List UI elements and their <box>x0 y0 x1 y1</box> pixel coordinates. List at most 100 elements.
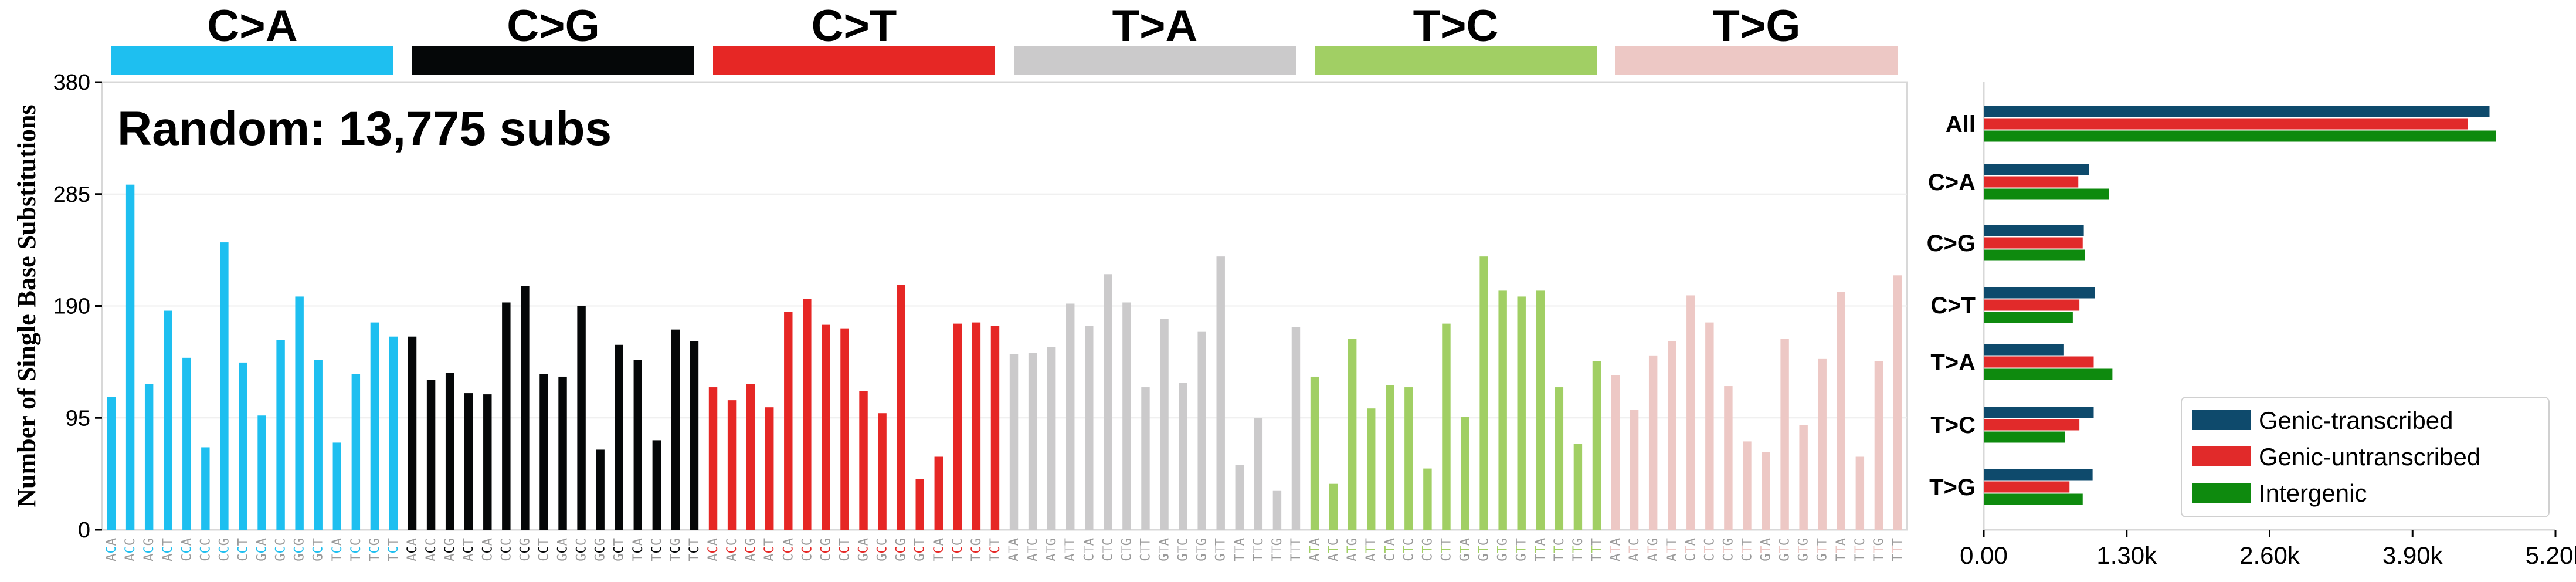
context-letter: T <box>1815 546 1830 553</box>
mutation-class-label: T>G <box>1713 1 1801 51</box>
strand-bar <box>1984 176 2079 188</box>
context-letter: C <box>424 546 439 553</box>
context-letter: C <box>951 546 965 553</box>
strand-bar <box>1984 312 2073 323</box>
data-bar <box>1874 361 1883 530</box>
context-letter: C <box>104 546 119 553</box>
context-label: TTT <box>1590 538 1604 561</box>
context-letter: T <box>1778 546 1793 553</box>
context-label: CCG <box>819 538 833 561</box>
context-letter: A <box>1627 554 1642 561</box>
context-letter: C <box>499 554 514 561</box>
y-tick-label: 190 <box>53 295 90 319</box>
context-letter: T <box>951 554 965 561</box>
context-letter: T <box>1740 538 1754 546</box>
context-letter: T <box>1815 538 1830 546</box>
context-letter: A <box>1533 538 1548 546</box>
y-tick-label: 380 <box>53 70 90 95</box>
data-bar <box>897 285 905 530</box>
context-letter: T <box>1195 546 1210 553</box>
context-letter: C <box>461 546 476 553</box>
legend-swatch <box>2192 410 2251 430</box>
context-letter: G <box>274 554 289 561</box>
context-letter: C <box>179 546 194 553</box>
data-bar <box>1611 375 1620 530</box>
mutation-class-strip <box>713 46 995 75</box>
context-letter: C <box>1778 538 1793 546</box>
data-bar <box>201 447 210 530</box>
context-letter: G <box>556 554 571 561</box>
context-letter: C <box>1138 554 1153 561</box>
context-letter: C <box>424 538 439 546</box>
mutation-class-strip <box>1615 46 1898 75</box>
context-letter: C <box>1251 538 1266 546</box>
data-bar <box>1254 418 1263 530</box>
context-letter: T <box>1552 546 1567 553</box>
context-letter: T <box>386 538 401 546</box>
context-letter: C <box>499 538 514 546</box>
context-letter: A <box>461 554 476 561</box>
context-letter: T <box>1138 538 1153 546</box>
context-letter: G <box>593 554 608 561</box>
context-letter: C <box>875 546 890 553</box>
context-letter: T <box>1721 546 1736 553</box>
context-letter: T <box>1590 554 1604 561</box>
data-bar <box>502 302 511 530</box>
context-letter: T <box>1158 546 1172 553</box>
context-letter: T <box>1608 546 1623 553</box>
strand-bar <box>1984 493 2083 505</box>
data-bar <box>1310 376 1319 530</box>
strand-bar <box>1984 188 2109 200</box>
data-bar <box>1536 290 1545 530</box>
context-letter: A <box>1308 538 1322 546</box>
context-letter: C <box>593 546 608 553</box>
context-letter: T <box>1665 546 1679 553</box>
data-bar <box>332 442 341 530</box>
context-letter: C <box>800 554 814 561</box>
context-letter: T <box>1233 546 1247 553</box>
data-bar <box>1799 425 1808 530</box>
context-letter: A <box>1007 538 1021 546</box>
context-label: CTA <box>1383 538 1397 561</box>
context-letter: G <box>1571 538 1586 546</box>
context-letter: T <box>1891 538 1905 546</box>
context-letter: T <box>631 554 646 561</box>
context-letter: A <box>1383 538 1397 546</box>
context-letter: G <box>913 554 928 561</box>
context-letter: A <box>1158 538 1172 546</box>
data-bar <box>1517 296 1526 530</box>
context-letter: C <box>668 546 683 553</box>
data-bar <box>1104 274 1112 530</box>
context-label: CCT <box>837 538 852 561</box>
context-letter: C <box>1119 554 1134 561</box>
data-bar <box>1009 354 1019 530</box>
context-letter: C <box>236 554 250 561</box>
data-bar <box>1386 385 1394 530</box>
strand-bar <box>1984 130 2496 142</box>
context-letter: T <box>1834 554 1849 561</box>
data-bar <box>1160 319 1169 530</box>
context-label: TCC <box>650 538 664 561</box>
strand-bar <box>1984 481 2070 493</box>
data-bar <box>295 296 304 530</box>
context-letter: C <box>123 546 138 553</box>
data-bar <box>1837 292 1845 530</box>
context-label: TTG <box>1571 538 1586 561</box>
context-label: ATG <box>1345 538 1360 561</box>
context-letter: T <box>1439 546 1454 553</box>
context-letter: T <box>1759 546 1774 553</box>
context-letter: G <box>1797 538 1811 546</box>
data-bar <box>1592 361 1601 530</box>
data-bar <box>934 456 943 530</box>
data-bar <box>1197 331 1206 530</box>
context-letter: G <box>311 554 326 561</box>
context-label: GTG <box>1195 538 1210 561</box>
context-letter: G <box>1778 554 1793 561</box>
context-letter: A <box>1233 538 1247 546</box>
context-label: CTG <box>1721 538 1736 561</box>
context-letter: G <box>593 538 608 546</box>
strand-bar <box>1984 431 2065 443</box>
context-label: GCT <box>311 538 326 561</box>
context-letter: G <box>1176 554 1191 561</box>
context-letter: A <box>1665 554 1679 561</box>
